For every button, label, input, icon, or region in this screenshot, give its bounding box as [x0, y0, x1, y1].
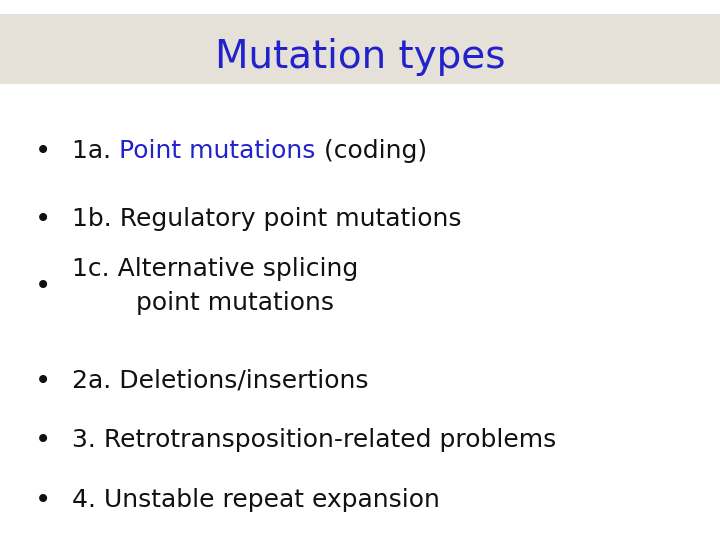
Text: •: • [35, 426, 51, 454]
Text: 3. Retrotransposition-related problems: 3. Retrotransposition-related problems [72, 428, 557, 452]
Text: 4. Unstable repeat expansion: 4. Unstable repeat expansion [72, 488, 440, 511]
Text: 2a. Deletions/insertions: 2a. Deletions/insertions [72, 369, 369, 393]
Text: •: • [35, 137, 51, 165]
Text: 1b. Regulatory point mutations: 1b. Regulatory point mutations [72, 207, 462, 231]
Text: 1c. Alternative splicing
        point mutations: 1c. Alternative splicing point mutations [72, 258, 359, 315]
Text: Point mutations: Point mutations [119, 139, 315, 163]
Text: •: • [35, 272, 51, 300]
Text: (coding): (coding) [315, 139, 427, 163]
Text: •: • [35, 205, 51, 233]
Text: •: • [35, 485, 51, 514]
Text: •: • [35, 367, 51, 395]
FancyBboxPatch shape [0, 14, 720, 84]
Text: 1a.: 1a. [72, 139, 119, 163]
Text: Mutation types: Mutation types [215, 38, 505, 76]
